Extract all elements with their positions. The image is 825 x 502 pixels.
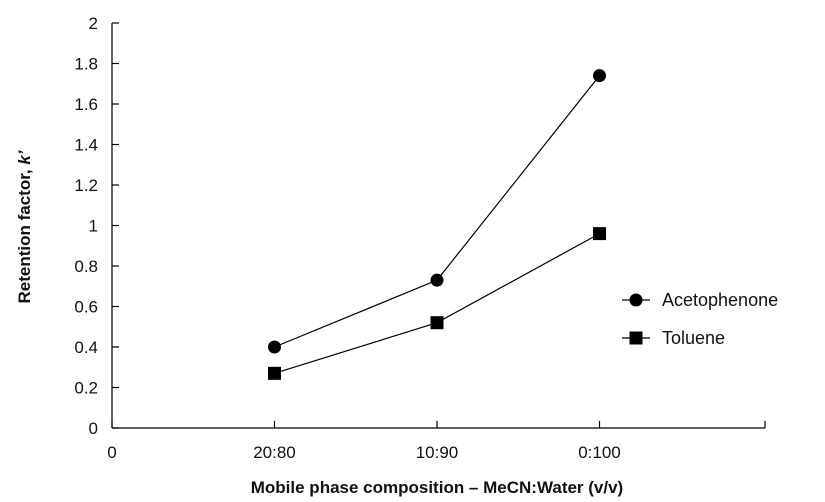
y-tick-label: 0.6 <box>74 298 98 317</box>
y-tick-label: 0.2 <box>74 379 98 398</box>
y-tick-label: 1.4 <box>74 136 98 155</box>
y-tick-label: 0.8 <box>74 257 98 276</box>
legend-marker-square <box>629 331 643 345</box>
y-axis-title-text: Retention factor, <box>15 165 34 304</box>
data-point-acetophenone <box>268 340 281 354</box>
series-layer <box>268 69 606 380</box>
x-tick-label: 10:90 <box>416 443 459 462</box>
series-line-toluene <box>274 233 600 374</box>
y-tick-label: 1.8 <box>74 55 98 74</box>
legend-label: Acetophenone <box>662 290 778 310</box>
x-axis: 0 20:80 10:90 0:100 <box>107 421 766 462</box>
y-axis: 0 0.2 0.4 0.6 0.8 1 1.2 1.4 1.6 1.8 2 <box>74 14 119 438</box>
data-point-toluene <box>593 227 606 241</box>
series-line-acetophenone <box>274 75 600 348</box>
data-point-acetophenone <box>430 273 444 287</box>
y-tick-label: 1 <box>89 217 98 236</box>
x-tick-label: 20:80 <box>253 443 296 462</box>
data-point-toluene <box>268 366 281 380</box>
x-axis-title: Mobile phase composition – MeCN:Water (v… <box>251 478 623 497</box>
x-tick-label: 0:100 <box>578 443 621 462</box>
y-tick-label: 0.4 <box>74 338 98 357</box>
y-tick-label: 0 <box>89 419 98 438</box>
y-tick-label: 1.6 <box>74 95 98 114</box>
legend-marker-circle <box>629 293 643 307</box>
y-axis-title-symbol: k’ <box>15 150 34 164</box>
x-tick-label: 0 <box>107 443 116 462</box>
legend-label: Toluene <box>662 328 725 348</box>
y-tick-label: 2 <box>89 14 98 33</box>
legend: Acetophenone Toluene <box>622 290 778 348</box>
y-tick-label: 1.2 <box>74 176 98 195</box>
y-axis-title: Retention factor, k’ <box>15 150 34 303</box>
data-point-acetophenone <box>593 69 606 83</box>
data-point-toluene <box>430 316 444 330</box>
